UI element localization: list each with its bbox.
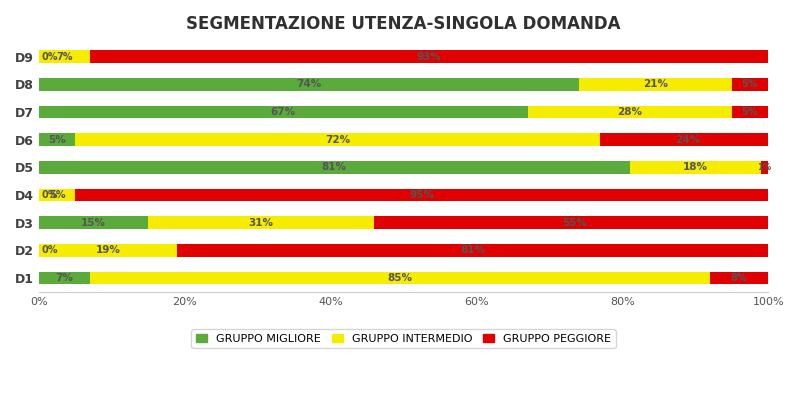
Text: 1%: 1%	[757, 163, 772, 172]
Text: 18%: 18%	[683, 162, 708, 172]
Bar	[39, 106, 527, 118]
Text: 74%: 74%	[296, 79, 321, 89]
Bar	[375, 216, 776, 229]
Bar	[527, 106, 732, 118]
Text: 15%: 15%	[81, 218, 106, 228]
Text: 81%: 81%	[322, 162, 347, 172]
Text: 5%: 5%	[741, 79, 758, 89]
Legend: GRUPPO MIGLIORE, GRUPPO INTERMEDIO, GRUPPO PEGGIORE: GRUPPO MIGLIORE, GRUPPO INTERMEDIO, GRUP…	[191, 330, 616, 349]
Text: 67%: 67%	[271, 107, 296, 117]
Text: 0%: 0%	[41, 52, 58, 62]
Text: 95%: 95%	[409, 190, 434, 200]
Text: 8%: 8%	[731, 273, 747, 283]
Bar	[75, 133, 600, 146]
Text: 81%: 81%	[460, 245, 485, 256]
Bar	[710, 272, 768, 284]
Bar	[39, 78, 578, 91]
Bar	[630, 161, 761, 174]
Text: 24%: 24%	[675, 135, 701, 145]
Bar	[732, 106, 768, 118]
Bar	[75, 189, 768, 201]
Text: 5%: 5%	[48, 135, 66, 145]
Bar	[732, 78, 768, 91]
Bar	[149, 216, 375, 229]
Bar	[39, 189, 75, 201]
Text: 31%: 31%	[248, 218, 274, 228]
Bar	[600, 133, 776, 146]
Text: 28%: 28%	[617, 107, 642, 117]
Text: 7%: 7%	[56, 52, 73, 62]
Bar	[761, 161, 768, 174]
Text: 7%: 7%	[55, 273, 74, 283]
Text: 0%: 0%	[41, 245, 58, 256]
Text: 5%: 5%	[49, 190, 66, 200]
Text: 21%: 21%	[642, 79, 668, 89]
Bar	[39, 50, 90, 63]
Bar	[90, 272, 710, 284]
Bar	[39, 244, 177, 257]
Title: SEGMENTAZIONE UTENZA-SINGOLA DOMANDA: SEGMENTAZIONE UTENZA-SINGOLA DOMANDA	[186, 15, 621, 33]
Text: 93%: 93%	[416, 52, 442, 62]
Text: 5%: 5%	[741, 107, 758, 117]
Text: 85%: 85%	[388, 273, 412, 283]
Bar	[39, 161, 630, 174]
Text: 72%: 72%	[325, 135, 351, 145]
Text: 19%: 19%	[96, 245, 121, 256]
Bar	[177, 244, 768, 257]
Bar	[39, 216, 149, 229]
Bar	[578, 78, 732, 91]
Bar	[90, 50, 768, 63]
Bar	[39, 133, 75, 146]
Text: 55%: 55%	[562, 218, 587, 228]
Bar	[39, 272, 90, 284]
Text: 0%: 0%	[41, 190, 58, 200]
